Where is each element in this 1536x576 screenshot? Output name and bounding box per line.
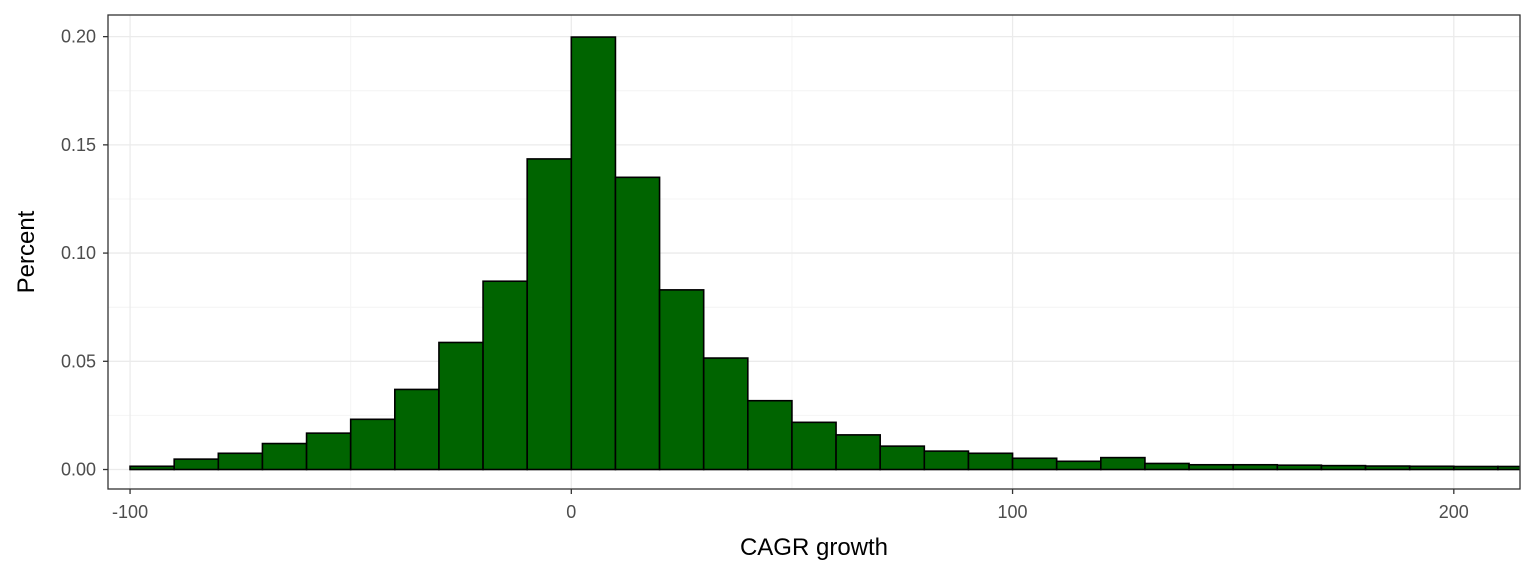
histogram-bar	[1011, 457, 1058, 471]
histogram-bar	[394, 388, 440, 471]
y-axis-title: Percent	[13, 210, 40, 293]
histogram-bar	[1320, 464, 1367, 471]
x-axis-ticks: -100 0 100 200	[112, 489, 1469, 522]
x-tick-label: -100	[112, 502, 148, 522]
histogram-bar	[1453, 465, 1499, 471]
histogram-bar	[702, 357, 749, 471]
histogram-bar	[526, 158, 573, 471]
histogram-bar	[1100, 456, 1146, 471]
histogram-bar	[967, 452, 1014, 471]
histogram-bar	[349, 418, 396, 471]
y-tick-label: 0.10	[61, 243, 96, 263]
histogram-bar	[1364, 465, 1411, 471]
histogram-bar	[614, 176, 661, 471]
x-axis-title: CAGR growth	[740, 534, 888, 561]
histogram-bar	[1144, 462, 1190, 471]
histogram-bar	[923, 450, 970, 471]
y-axis-ticks: 0.00 0.05 0.10 0.15 0.20	[61, 27, 108, 480]
histogram-bar	[173, 458, 220, 471]
histogram-bar	[1497, 465, 1520, 471]
y-tick-label: 0.00	[61, 460, 96, 480]
histogram-bar	[1188, 463, 1234, 471]
histogram-bar	[570, 36, 617, 471]
panel-border	[107, 14, 1521, 490]
x-tick-label: 0	[566, 502, 576, 522]
histogram-bar	[129, 465, 175, 471]
histogram-bar	[261, 442, 308, 471]
histogram-bar	[658, 289, 705, 471]
histogram-bars	[129, 36, 1520, 471]
histogram-bar	[305, 432, 352, 471]
histogram-bar	[217, 452, 264, 471]
y-tick-label: 0.20	[61, 27, 96, 47]
major-gridlines	[108, 15, 1520, 489]
histogram-bar	[1232, 463, 1279, 471]
y-tick-label: 0.05	[61, 351, 96, 371]
y-tick-label: 0.15	[61, 135, 96, 155]
histogram-bar	[1408, 465, 1455, 471]
x-tick-label: 100	[998, 502, 1028, 522]
histogram-bar	[438, 341, 484, 471]
histogram-bar	[747, 399, 793, 471]
histogram-bar	[482, 280, 528, 471]
histogram-bar	[879, 445, 926, 471]
histogram-bar	[1276, 464, 1323, 471]
minor-gridlines	[108, 15, 1520, 489]
histogram-bar	[1055, 460, 1102, 471]
x-tick-label: 200	[1439, 502, 1469, 522]
histogram-bar	[835, 434, 881, 471]
histogram-bar	[791, 421, 837, 471]
